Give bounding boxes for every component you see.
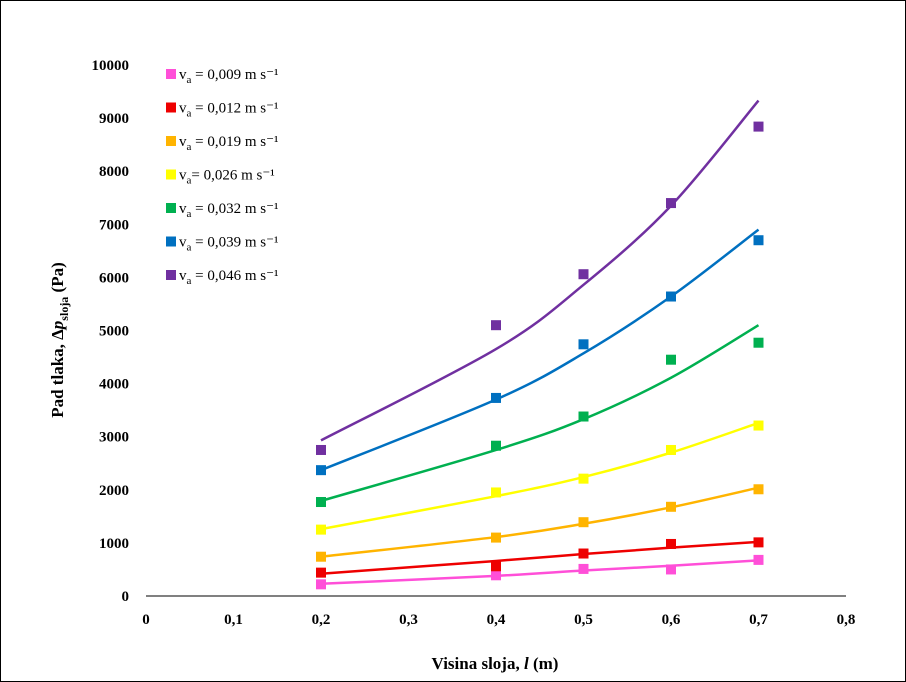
trend-line-4 bbox=[320, 421, 759, 531]
y-tick-label: 6000 bbox=[99, 270, 129, 286]
legend-marker bbox=[166, 102, 176, 113]
data-point-series-1 bbox=[666, 564, 676, 575]
data-points bbox=[316, 121, 764, 590]
trend-line-7 bbox=[320, 99, 760, 442]
data-point-series-6 bbox=[316, 465, 326, 476]
trend-line-1 bbox=[320, 559, 759, 586]
y-tick-label: 5000 bbox=[99, 324, 129, 340]
data-point-series-3 bbox=[666, 501, 676, 512]
data-point-series-3 bbox=[578, 517, 589, 528]
data-point-series-5 bbox=[666, 354, 676, 365]
data-point-series-1 bbox=[491, 570, 501, 581]
x-tick-label: 0,6 bbox=[662, 612, 681, 628]
y-tick-label: 3000 bbox=[99, 430, 129, 446]
data-point-series-4 bbox=[491, 487, 501, 498]
y-tick-label: 9000 bbox=[99, 111, 129, 127]
legend-label: va = 0,019 m s⁻¹ bbox=[179, 134, 279, 153]
data-point-series-6 bbox=[666, 291, 676, 302]
legend-marker bbox=[166, 270, 176, 280]
legend-label: va = 0,046 m s⁻¹ bbox=[179, 268, 279, 287]
data-point-series-7 bbox=[491, 320, 501, 331]
legend: va = 0,009 m s⁻¹ va = 0,012 m s⁻¹ va = 0,0… bbox=[166, 67, 279, 287]
data-point-series-2 bbox=[578, 548, 589, 559]
data-point-series-2 bbox=[316, 567, 326, 578]
x-tick-label: 0,7 bbox=[749, 612, 768, 628]
data-point-series-5 bbox=[316, 497, 326, 508]
data-point-series-2 bbox=[753, 537, 764, 548]
data-point-series-1 bbox=[316, 579, 326, 590]
y-tick-label: 7000 bbox=[99, 217, 129, 233]
data-point-series-4 bbox=[666, 444, 676, 455]
trend-lines bbox=[320, 99, 760, 586]
trend-line-5 bbox=[320, 324, 760, 503]
y-tick-label: 2000 bbox=[99, 483, 129, 499]
data-point-series-5 bbox=[753, 337, 764, 348]
x-tick-label: 0,8 bbox=[837, 612, 856, 628]
legend-marker bbox=[166, 136, 176, 146]
data-point-series-7 bbox=[666, 198, 676, 209]
legend-marker bbox=[166, 169, 176, 180]
data-point-series-7 bbox=[316, 444, 326, 455]
legend-label: va = 0,012 m s⁻¹ bbox=[179, 101, 279, 120]
data-point-series-7 bbox=[578, 269, 589, 280]
data-point-series-2 bbox=[491, 561, 501, 572]
data-point-series-3 bbox=[753, 484, 764, 495]
data-point-series-1 bbox=[753, 554, 764, 565]
x-tick-label: 0 bbox=[142, 612, 150, 628]
y-tick-label: 0 bbox=[122, 589, 130, 605]
data-point-series-7 bbox=[753, 121, 764, 132]
data-point-series-2 bbox=[666, 538, 676, 549]
data-point-series-4 bbox=[578, 473, 589, 484]
x-tick-label: 0,1 bbox=[224, 612, 243, 628]
legend-label: va= 0,026 m s⁻¹ bbox=[179, 168, 275, 187]
data-point-series-1 bbox=[578, 563, 589, 574]
data-point-series-6 bbox=[578, 339, 589, 350]
legend-marker bbox=[166, 236, 176, 247]
legend-label: va = 0,009 m s⁻¹ bbox=[179, 67, 279, 86]
data-point-series-5 bbox=[491, 440, 501, 451]
x-tick-label: 0,3 bbox=[399, 612, 418, 628]
y-tick-label: 10000 bbox=[92, 58, 130, 74]
x-tick-labels: 0 0,1 0,2 0,3 0,4 0,5 0,6 0,7 0,8 bbox=[142, 612, 855, 628]
data-point-series-6 bbox=[753, 235, 764, 246]
legend-marker bbox=[166, 69, 176, 79]
x-tick-label: 0,5 bbox=[574, 612, 593, 628]
legend-marker bbox=[166, 203, 176, 213]
trend-line-2 bbox=[320, 540, 759, 575]
data-point-series-4 bbox=[316, 524, 326, 535]
x-tick-label: 0,2 bbox=[312, 612, 331, 628]
legend-label: va = 0,032 m s⁻¹ bbox=[179, 201, 279, 220]
y-tick-labels: 0 1000 2000 3000 4000 5000 6000 7000 8000 9000 100… bbox=[92, 58, 130, 605]
data-point-series-6 bbox=[491, 392, 501, 403]
x-axis-title: Visina sloja, l (m) bbox=[432, 654, 559, 673]
y-tick-label: 1000 bbox=[99, 536, 129, 552]
data-point-series-3 bbox=[491, 532, 501, 543]
trend-line-3 bbox=[320, 486, 759, 558]
data-point-series-4 bbox=[753, 420, 764, 431]
trend-line-6 bbox=[320, 228, 760, 472]
legend-label: va = 0,039 m s⁻¹ bbox=[179, 235, 279, 254]
data-point-series-5 bbox=[578, 411, 589, 422]
y-tick-label: 8000 bbox=[99, 164, 129, 180]
x-tick-label: 0,4 bbox=[487, 612, 506, 628]
data-point-series-3 bbox=[316, 551, 326, 562]
y-axis-title: Pad tlaka, Δpsloja (Pa) bbox=[48, 262, 71, 418]
y-tick-label: 4000 bbox=[99, 377, 129, 393]
